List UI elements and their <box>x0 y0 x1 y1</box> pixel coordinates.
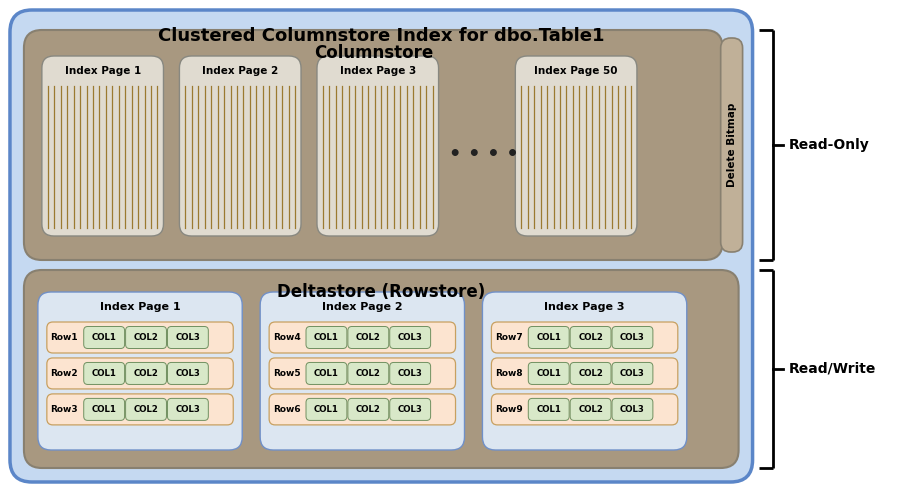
FancyBboxPatch shape <box>571 327 611 348</box>
FancyBboxPatch shape <box>24 270 739 468</box>
FancyBboxPatch shape <box>167 363 208 384</box>
FancyBboxPatch shape <box>612 327 652 348</box>
Text: COL2: COL2 <box>578 333 603 342</box>
FancyBboxPatch shape <box>306 363 346 384</box>
FancyBboxPatch shape <box>260 292 464 450</box>
FancyBboxPatch shape <box>126 327 166 348</box>
Text: COL3: COL3 <box>398 369 423 378</box>
FancyBboxPatch shape <box>269 322 455 353</box>
Text: COL1: COL1 <box>536 405 562 414</box>
Text: Index Page 3: Index Page 3 <box>544 302 625 312</box>
FancyBboxPatch shape <box>10 10 752 482</box>
FancyBboxPatch shape <box>491 358 678 389</box>
Text: COL2: COL2 <box>356 333 381 342</box>
FancyBboxPatch shape <box>84 327 124 348</box>
FancyBboxPatch shape <box>390 327 430 348</box>
FancyBboxPatch shape <box>528 363 569 384</box>
Text: COL3: COL3 <box>620 369 645 378</box>
FancyBboxPatch shape <box>612 363 652 384</box>
FancyBboxPatch shape <box>491 322 678 353</box>
FancyBboxPatch shape <box>167 399 208 420</box>
FancyBboxPatch shape <box>167 327 208 348</box>
Text: Row5: Row5 <box>273 369 301 378</box>
FancyBboxPatch shape <box>126 363 166 384</box>
Text: Delete Bitmap: Delete Bitmap <box>726 103 736 187</box>
Text: COL2: COL2 <box>133 369 158 378</box>
Text: COL2: COL2 <box>578 369 603 378</box>
FancyBboxPatch shape <box>84 363 124 384</box>
Text: COL2: COL2 <box>356 405 381 414</box>
FancyBboxPatch shape <box>47 322 233 353</box>
Text: Row1: Row1 <box>50 333 78 342</box>
Text: COL3: COL3 <box>620 333 645 342</box>
FancyBboxPatch shape <box>306 327 346 348</box>
Text: Row4: Row4 <box>273 333 301 342</box>
FancyBboxPatch shape <box>612 399 652 420</box>
Text: Row7: Row7 <box>495 333 523 342</box>
FancyBboxPatch shape <box>516 56 637 236</box>
FancyBboxPatch shape <box>84 399 124 420</box>
Text: COL1: COL1 <box>92 369 117 378</box>
Text: • • • •: • • • • <box>448 146 518 164</box>
Text: Row9: Row9 <box>495 405 523 414</box>
Text: COL1: COL1 <box>314 405 339 414</box>
Text: COL3: COL3 <box>398 405 423 414</box>
FancyBboxPatch shape <box>348 363 389 384</box>
FancyBboxPatch shape <box>348 399 389 420</box>
Text: COL2: COL2 <box>133 405 158 414</box>
FancyBboxPatch shape <box>482 292 687 450</box>
FancyBboxPatch shape <box>126 399 166 420</box>
Text: Read/Write: Read/Write <box>788 362 876 376</box>
Text: COL3: COL3 <box>176 369 201 378</box>
FancyBboxPatch shape <box>528 399 569 420</box>
Text: Index Page 1: Index Page 1 <box>65 66 140 76</box>
Text: COL1: COL1 <box>314 369 339 378</box>
FancyBboxPatch shape <box>24 30 723 260</box>
FancyBboxPatch shape <box>269 394 455 425</box>
Text: COL3: COL3 <box>176 333 201 342</box>
FancyBboxPatch shape <box>348 327 389 348</box>
Text: Deltastore (Rowstore): Deltastore (Rowstore) <box>277 283 485 301</box>
Text: Clustered Columnstore Index for dbo.Table1: Clustered Columnstore Index for dbo.Tabl… <box>158 27 605 45</box>
Text: Columnstore: Columnstore <box>314 44 433 62</box>
FancyBboxPatch shape <box>390 399 430 420</box>
Text: Index Page 3: Index Page 3 <box>339 66 416 76</box>
Text: Row3: Row3 <box>50 405 78 414</box>
FancyBboxPatch shape <box>390 363 430 384</box>
Text: COL3: COL3 <box>176 405 201 414</box>
FancyBboxPatch shape <box>38 292 242 450</box>
FancyBboxPatch shape <box>269 358 455 389</box>
FancyBboxPatch shape <box>47 394 233 425</box>
Text: COL1: COL1 <box>536 333 562 342</box>
Text: COL1: COL1 <box>314 333 339 342</box>
FancyBboxPatch shape <box>306 399 346 420</box>
Text: COL3: COL3 <box>620 405 645 414</box>
Text: Row8: Row8 <box>495 369 523 378</box>
FancyBboxPatch shape <box>179 56 301 236</box>
FancyBboxPatch shape <box>317 56 438 236</box>
FancyBboxPatch shape <box>47 358 233 389</box>
Text: Index Page 50: Index Page 50 <box>535 66 618 76</box>
Text: COL2: COL2 <box>133 333 158 342</box>
Text: COL2: COL2 <box>578 405 603 414</box>
Text: Row2: Row2 <box>50 369 78 378</box>
Text: Row6: Row6 <box>273 405 301 414</box>
FancyBboxPatch shape <box>42 56 164 236</box>
Text: Index Page 2: Index Page 2 <box>322 302 402 312</box>
FancyBboxPatch shape <box>721 38 742 252</box>
Text: Index Page 1: Index Page 1 <box>100 302 180 312</box>
Text: Index Page 2: Index Page 2 <box>202 66 278 76</box>
FancyBboxPatch shape <box>571 399 611 420</box>
FancyBboxPatch shape <box>571 363 611 384</box>
FancyBboxPatch shape <box>491 394 678 425</box>
FancyBboxPatch shape <box>528 327 569 348</box>
Text: COL1: COL1 <box>536 369 562 378</box>
Text: COL1: COL1 <box>92 405 117 414</box>
Text: COL3: COL3 <box>398 333 423 342</box>
Text: COL2: COL2 <box>356 369 381 378</box>
Text: Read-Only: Read-Only <box>788 138 869 152</box>
Text: COL1: COL1 <box>92 333 117 342</box>
